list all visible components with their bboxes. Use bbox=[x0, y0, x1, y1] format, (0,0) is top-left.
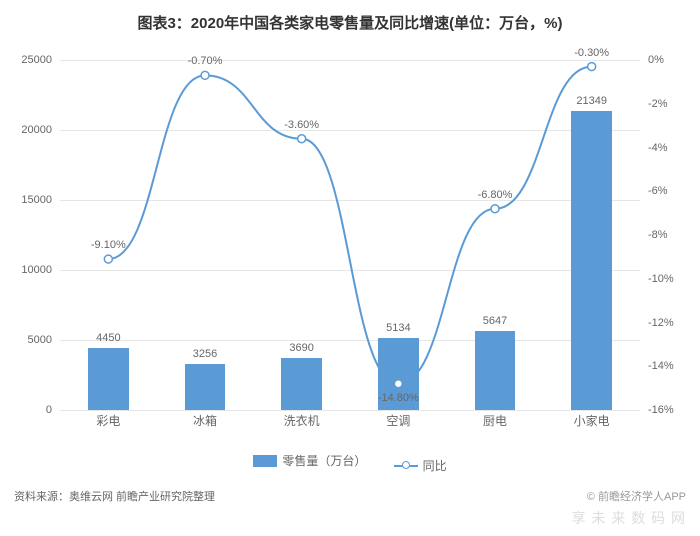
y-right-tick: -14% bbox=[648, 360, 674, 372]
line-value-label: -0.70% bbox=[188, 55, 223, 67]
chart-area: 4450325636905134564721349-9.10%-0.70%-3.… bbox=[60, 50, 640, 450]
legend: 零售量（万台） 同比 bbox=[0, 452, 700, 474]
y-right-tick: -8% bbox=[648, 229, 668, 241]
y-left-tick: 0 bbox=[46, 404, 52, 416]
x-category-label: 冰箱 bbox=[193, 412, 217, 429]
line-value-label: -0.30% bbox=[574, 47, 609, 59]
y-right-tick: -4% bbox=[648, 142, 668, 154]
source-text: 资料来源：奥维云网 前瞻产业研究院整理 bbox=[14, 488, 215, 504]
y-right-tick: -10% bbox=[648, 273, 674, 285]
x-category-label: 洗衣机 bbox=[284, 412, 320, 429]
line-series bbox=[60, 60, 640, 410]
y-right-tick: -16% bbox=[648, 404, 674, 416]
line-value-label: -6.80% bbox=[478, 189, 513, 201]
legend-line-swatch bbox=[394, 465, 418, 467]
line-value-label: -9.10% bbox=[91, 239, 126, 251]
legend-line-label: 同比 bbox=[423, 457, 447, 474]
y-right-tick: -6% bbox=[648, 185, 668, 197]
y-left-tick: 10000 bbox=[21, 264, 52, 276]
y-left-tick: 25000 bbox=[21, 54, 52, 66]
legend-bar-label: 零售量（万台） bbox=[282, 452, 366, 469]
x-category-label: 厨电 bbox=[483, 412, 507, 429]
x-category-label: 彩电 bbox=[96, 412, 120, 429]
x-category-label: 小家电 bbox=[574, 412, 610, 429]
legend-line-item: 同比 bbox=[394, 457, 447, 474]
line-value-label: -14.80% bbox=[378, 392, 419, 404]
gridline bbox=[60, 410, 640, 411]
legend-bar-swatch bbox=[253, 455, 277, 467]
y-right-tick: 0% bbox=[648, 54, 664, 66]
y-right-tick: -2% bbox=[648, 98, 668, 110]
y-left-tick: 15000 bbox=[21, 194, 52, 206]
watermark-bottom-right: 享 未 来 数 码 网 bbox=[572, 508, 686, 528]
y-left-tick: 20000 bbox=[21, 124, 52, 136]
legend-bar-item: 零售量（万台） bbox=[253, 452, 366, 469]
y-right-tick: -12% bbox=[648, 317, 674, 329]
plot-region: 4450325636905134564721349-9.10%-0.70%-3.… bbox=[60, 60, 640, 410]
line-value-label: -3.60% bbox=[284, 119, 319, 131]
x-category-label: 空调 bbox=[386, 412, 410, 429]
y-left-tick: 5000 bbox=[28, 334, 52, 346]
credit-text: © 前瞻经济学人APP bbox=[587, 488, 686, 504]
chart-title: 图表3：2020年中国各类家电零售量及同比增速(单位：万台，%) bbox=[0, 0, 700, 33]
